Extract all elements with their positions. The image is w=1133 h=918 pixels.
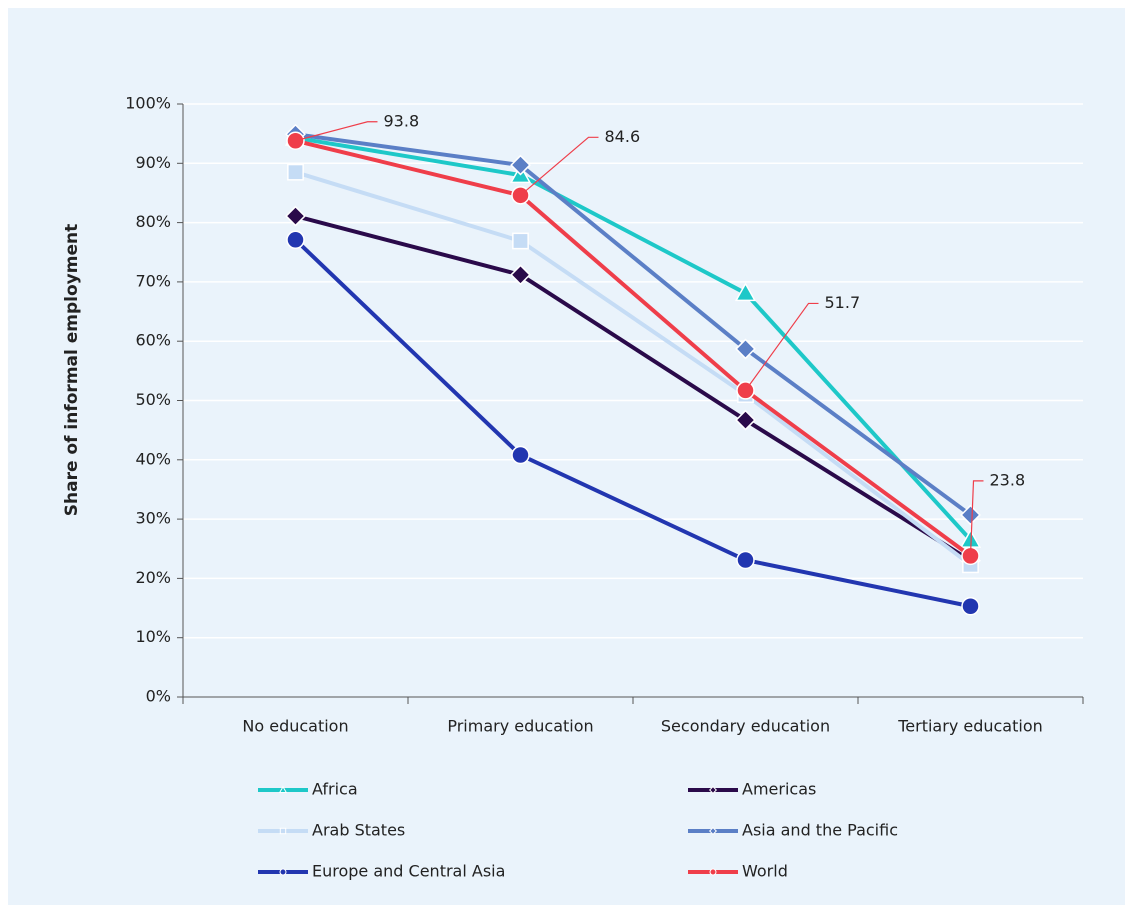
x-tick-label: Tertiary education — [897, 717, 1043, 736]
data-point — [286, 230, 305, 250]
series-line — [294, 170, 972, 567]
label-leader — [295, 121, 378, 142]
label-leader — [969, 480, 984, 556]
legend-marker — [278, 785, 288, 794]
series-line — [294, 214, 972, 563]
y-tick-label: 80% — [135, 212, 171, 231]
data-label: 84.6 — [605, 127, 641, 146]
series-line — [295, 135, 972, 542]
legend-label: Asia and the Pacific — [742, 821, 898, 840]
legend-marker — [279, 827, 287, 835]
series-line — [295, 132, 972, 517]
data-label: 93.8 — [384, 111, 420, 130]
series-line — [294, 238, 971, 609]
data-point — [735, 338, 756, 360]
y-tick-label: 40% — [135, 449, 171, 468]
data-point — [285, 205, 306, 227]
legend-label: Europe and Central Asia — [312, 862, 505, 881]
legend-label: Americas — [742, 780, 816, 799]
data-point — [735, 409, 756, 431]
y-tick-label: 10% — [135, 627, 171, 646]
data-point — [510, 154, 531, 176]
x-tick-label: No education — [242, 717, 348, 736]
label-leader — [745, 302, 819, 391]
y-tick-label: 60% — [135, 331, 171, 350]
x-tick-label: Secondary education — [661, 717, 830, 736]
x-tick-label: Primary education — [447, 717, 593, 736]
y-axis-label: Share of informal employment — [62, 224, 82, 516]
legend-label: Arab States — [312, 821, 405, 840]
data-point — [734, 282, 757, 302]
series-line — [295, 138, 972, 558]
y-tick-label: 50% — [135, 390, 171, 409]
chart-background — [8, 8, 1125, 905]
data-point — [961, 597, 980, 616]
data-point — [736, 550, 755, 570]
legend-marker — [708, 785, 718, 795]
data-label: 51.7 — [825, 293, 861, 312]
data-point — [512, 232, 529, 250]
y-tick-label: 0% — [146, 687, 171, 706]
data-point — [287, 163, 304, 181]
legend-label: Africa — [312, 780, 358, 799]
data-point — [960, 504, 981, 526]
legend-marker — [709, 868, 717, 876]
y-tick-label: 30% — [135, 509, 171, 528]
data-point — [511, 445, 530, 465]
data-point — [510, 264, 531, 286]
y-tick-label: 90% — [135, 153, 171, 172]
legend-marker — [279, 868, 287, 876]
data-label: 23.8 — [990, 470, 1026, 489]
legend-label: World — [742, 862, 788, 881]
y-tick-label: 70% — [135, 271, 171, 290]
label-leader — [520, 136, 599, 196]
legend-marker — [708, 826, 718, 836]
y-tick-label: 100% — [125, 94, 171, 113]
y-tick-label: 20% — [135, 568, 171, 587]
